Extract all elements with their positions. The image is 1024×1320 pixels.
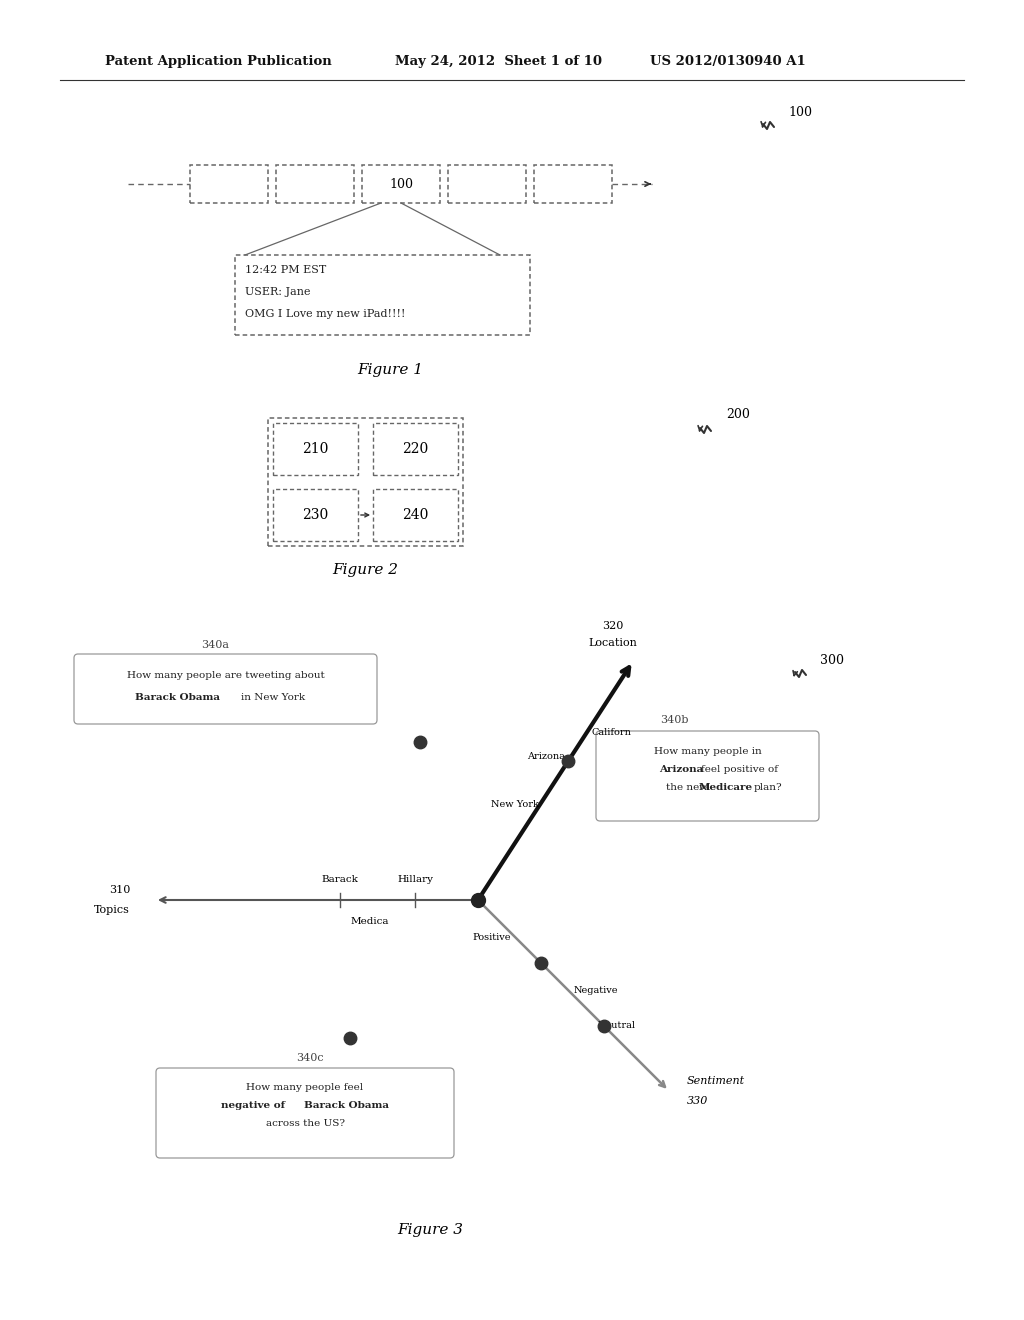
Text: Barack Obama: Barack Obama [304, 1101, 389, 1110]
Text: 240: 240 [402, 508, 429, 521]
Text: 100: 100 [788, 106, 812, 119]
Text: How many people in: How many people in [653, 747, 762, 755]
Text: Californ: Californ [592, 729, 632, 738]
Text: USER: Jane: USER: Jane [245, 286, 310, 297]
Text: Hillary: Hillary [397, 875, 433, 884]
Text: US 2012/0130940 A1: US 2012/0130940 A1 [650, 55, 806, 69]
Text: May 24, 2012  Sheet 1 of 10: May 24, 2012 Sheet 1 of 10 [395, 55, 602, 69]
FancyBboxPatch shape [276, 165, 354, 203]
Text: Figure 3: Figure 3 [397, 1224, 463, 1237]
Text: New York: New York [492, 800, 539, 809]
Text: Barack Obama: Barack Obama [135, 693, 220, 702]
FancyBboxPatch shape [373, 488, 458, 541]
FancyBboxPatch shape [273, 422, 358, 475]
Text: plan?: plan? [754, 783, 781, 792]
FancyBboxPatch shape [534, 165, 612, 203]
Text: negative of: negative of [221, 1101, 285, 1110]
Text: Neutral: Neutral [597, 1020, 635, 1030]
Text: Topics: Topics [94, 906, 130, 915]
Text: the new: the new [667, 783, 709, 792]
Text: 340c: 340c [296, 1053, 324, 1063]
Text: Positive: Positive [473, 932, 511, 941]
FancyBboxPatch shape [268, 418, 463, 546]
Text: 320: 320 [602, 620, 624, 631]
Text: Figure 1: Figure 1 [357, 363, 423, 378]
FancyBboxPatch shape [156, 1068, 454, 1158]
Text: 300: 300 [820, 653, 844, 667]
Text: in New York: in New York [242, 693, 305, 702]
FancyBboxPatch shape [273, 488, 358, 541]
Text: Location: Location [589, 638, 638, 648]
Text: How many people feel: How many people feel [247, 1084, 364, 1093]
Text: 330: 330 [687, 1096, 709, 1106]
Text: feel positive of: feel positive of [701, 764, 778, 774]
Text: Negative: Negative [573, 986, 617, 995]
FancyBboxPatch shape [362, 165, 440, 203]
Text: 200: 200 [726, 408, 750, 421]
Text: Arizona: Arizona [527, 752, 565, 762]
Text: Barack: Barack [322, 875, 358, 884]
Text: 340a: 340a [201, 640, 229, 649]
Text: 230: 230 [302, 508, 329, 521]
Text: Medicare: Medicare [698, 783, 753, 792]
Text: Figure 2: Figure 2 [332, 564, 398, 577]
Text: 210: 210 [302, 442, 329, 455]
FancyBboxPatch shape [373, 422, 458, 475]
Text: Patent Application Publication: Patent Application Publication [105, 55, 332, 69]
Text: 220: 220 [402, 442, 429, 455]
FancyBboxPatch shape [190, 165, 268, 203]
Text: OMG I Love my new iPad!!!!: OMG I Love my new iPad!!!! [245, 309, 406, 319]
Text: 12:42 PM EST: 12:42 PM EST [245, 265, 327, 275]
Text: 310: 310 [109, 884, 130, 895]
FancyBboxPatch shape [74, 653, 377, 723]
Text: across the US?: across the US? [265, 1119, 344, 1129]
Text: 100: 100 [389, 177, 413, 190]
Text: Arizona: Arizona [659, 764, 703, 774]
Text: How many people are tweeting about: How many people are tweeting about [127, 672, 325, 681]
FancyBboxPatch shape [449, 165, 526, 203]
Text: Medica: Medica [351, 917, 389, 927]
FancyBboxPatch shape [596, 731, 819, 821]
FancyBboxPatch shape [234, 255, 530, 335]
Text: Sentiment: Sentiment [687, 1076, 745, 1086]
Text: 340b: 340b [660, 715, 688, 725]
